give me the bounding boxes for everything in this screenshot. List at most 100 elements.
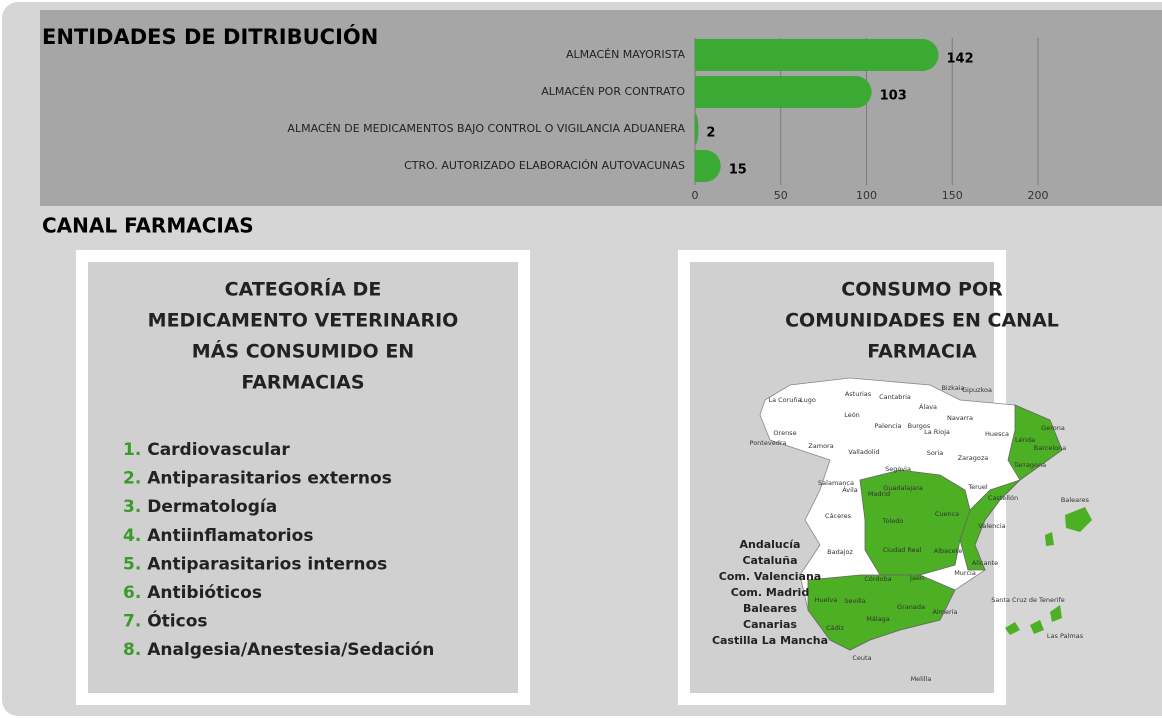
list-number: 2.: [123, 469, 141, 489]
bar: [695, 76, 872, 108]
map-region: [807, 574, 956, 651]
province-label: Zamora: [808, 442, 833, 450]
value-label: 2: [706, 126, 715, 141]
province-label: Ciudad Real: [883, 546, 922, 554]
province-label: Teruel: [967, 483, 988, 491]
bar: [695, 150, 721, 182]
province-label: Huesca: [985, 430, 1009, 438]
list-text: Cardiovascular: [147, 440, 290, 460]
list-text: Antiparasitarios externos: [147, 469, 392, 489]
map-region: [1005, 622, 1020, 635]
y-tick-label: ALMACÉN POR CONTRATO: [541, 85, 685, 98]
list-item: 1. Cardiovascular: [123, 440, 290, 460]
province-label: Soria: [927, 449, 944, 457]
province-label: Valencia: [978, 522, 1005, 530]
province-label: Albacete: [934, 547, 962, 555]
bar: [695, 113, 699, 145]
province-label: La Rioja: [924, 428, 950, 436]
province-label: Palencia: [875, 422, 902, 430]
map-legend-item: Castilla La Mancha: [712, 634, 828, 647]
province-label: Madrid: [868, 490, 890, 498]
panel-title: COMUNIDADES EN CANAL: [785, 310, 1059, 332]
province-label: Baleares: [1061, 496, 1090, 504]
province-label: Burgos: [908, 422, 931, 430]
map-legend-item: Cataluña: [742, 554, 797, 567]
province-label: Córdoba: [864, 575, 891, 583]
province-label: Asturias: [845, 390, 872, 398]
list-number: 4.: [123, 526, 141, 546]
province-label: Almería: [932, 608, 957, 616]
province-label: Cuenca: [935, 510, 959, 518]
list-number: 7.: [123, 612, 141, 632]
province-label: Segovia: [885, 465, 911, 473]
map-legend-item: Baleares: [743, 602, 797, 615]
list-item: 4. Antiinflamatorios: [123, 526, 313, 546]
x-tick-label: 0: [692, 189, 699, 202]
province-label: Melilla: [911, 675, 932, 683]
y-tick-label: ALMACÉN DE MEDICAMENTOS BAJO CONTROL O V…: [287, 122, 685, 135]
panel-title: FARMACIAS: [241, 372, 364, 394]
province-label: Barcelona: [1034, 444, 1066, 452]
x-tick-label: 50: [774, 189, 788, 202]
province-label: Jaén: [909, 574, 924, 582]
province-label: Cantabria: [879, 393, 911, 401]
panel-title: MEDICAMENTO VETERINARIO: [148, 310, 459, 332]
list-item: 7. Óticos: [123, 610, 208, 632]
value-label: 15: [729, 163, 747, 178]
x-tick-label: 100: [856, 189, 877, 202]
y-tick-label: CTRO. AUTORIZADO ELABORACIÓN AUTOVACUNAS: [404, 159, 685, 172]
province-label: Cáceres: [825, 512, 852, 520]
province-label: Lérida: [1015, 436, 1035, 444]
list-text: Óticos: [147, 610, 207, 632]
province-label: Gipuzkoa: [962, 386, 992, 394]
list-number: 5.: [123, 554, 141, 574]
province-label: Tarragona: [1013, 461, 1046, 469]
map-legend-item: Canarias: [743, 618, 797, 631]
x-tick-label: 200: [1028, 189, 1049, 202]
value-label: 103: [880, 89, 907, 104]
x-tick-label: 150: [942, 189, 963, 202]
province-label: Toledo: [882, 517, 904, 525]
list-number: 3.: [123, 497, 141, 517]
map-region: [1065, 507, 1092, 532]
province-label: Huelva: [815, 596, 838, 604]
y-tick-label: ALMACÉN MAYORISTA: [566, 48, 686, 61]
map-region: [859, 469, 971, 576]
list-text: Antiparasitarios internos: [147, 554, 387, 574]
province-label: Lugo: [800, 396, 816, 404]
list-number: 6.: [123, 583, 141, 603]
province-label: Orense: [773, 429, 796, 437]
map-legend-item: Com. Valenciana: [719, 570, 821, 583]
province-label: Álava: [919, 402, 937, 411]
province-label: Pontevedra: [750, 439, 787, 447]
province-label: Granada: [897, 603, 925, 611]
panel-title: FARMACIA: [867, 341, 977, 363]
province-label: Gerona: [1041, 424, 1065, 432]
list-text: Antiinflamatorios: [147, 526, 313, 546]
province-label: Zaragoza: [958, 454, 989, 462]
province-label: Guadalajara: [883, 484, 922, 492]
province-label: Ávila: [842, 485, 858, 494]
province-label: Bizkaia: [941, 384, 964, 392]
chart-band: [40, 10, 1162, 206]
chart-title: ENTIDADES DE DITRIBUCIÓN: [42, 24, 378, 49]
province-label: Cádiz: [826, 624, 844, 632]
province-label: Las Palmas: [1047, 632, 1084, 640]
province-label: León: [844, 411, 860, 419]
panel-title: CONSUMO POR: [841, 279, 1003, 301]
map-legend-item: Com. Madrid: [731, 586, 809, 599]
panel-title: CATEGORÍA DE: [225, 278, 382, 301]
list-number: 8.: [123, 640, 141, 660]
list-item: 3. Dermatología: [123, 497, 277, 517]
province-label: Badajoz: [827, 548, 853, 556]
list-item: 6. Antibióticos: [123, 583, 262, 603]
province-label: Castellón: [988, 494, 1018, 502]
province-label: Sevilla: [844, 597, 865, 605]
list-item: 8. Analgesia/Anestesia/Sedación: [123, 640, 434, 660]
map-legend-item: Andalucía: [740, 538, 801, 551]
map-region: [1050, 605, 1062, 622]
list-text: Dermatología: [147, 497, 277, 517]
list-number: 1.: [123, 440, 141, 460]
bar: [695, 39, 939, 71]
